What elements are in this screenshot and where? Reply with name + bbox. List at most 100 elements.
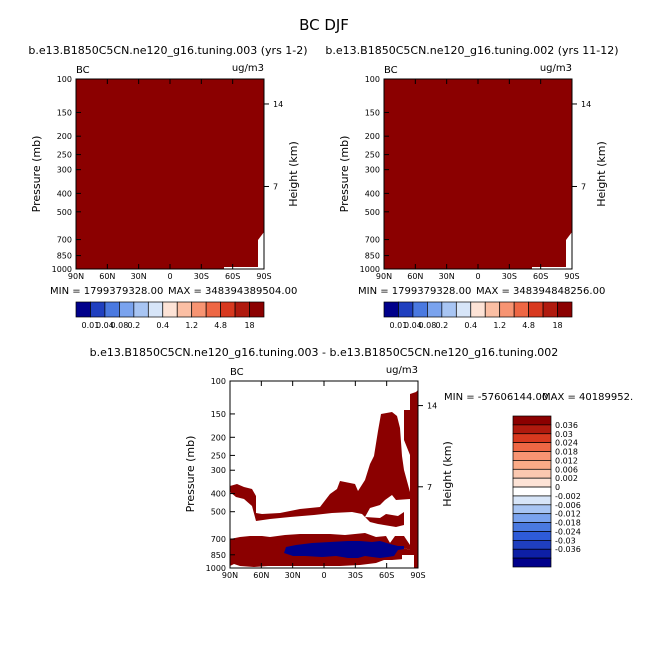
panel-1-y-ticks: 100 150 200 250 300 400 500 700 850 1000: [52, 75, 81, 274]
height-tick-label: 14: [427, 402, 437, 411]
x-tick-label: 60N: [253, 571, 269, 580]
y-tick-label: 700: [211, 535, 226, 544]
y-tick-label: 300: [365, 166, 380, 175]
colorbar-swatch: [427, 301, 443, 318]
x-tick-label: 0: [475, 272, 480, 281]
colorbar-label: 0.04: [404, 321, 422, 330]
x-tick-label: 0: [167, 272, 172, 281]
x-tick-label: 30S: [502, 272, 517, 281]
y-tick-label: 200: [365, 132, 380, 141]
colorbar-swatch: [512, 451, 552, 461]
panel-2-min: MIN = 1799379328.00: [358, 286, 471, 297]
colorbar-label: 0.2: [127, 321, 140, 330]
colorbar-label: 0.01: [82, 321, 100, 330]
colorbar-swatch: [176, 301, 193, 318]
colorbar-swatch: [104, 301, 120, 318]
y-tick-label: 1000: [52, 265, 72, 274]
y-tick-label: 500: [365, 208, 380, 217]
y-tick-label: 250: [211, 451, 226, 460]
panel-2-y-ticks: 100 150 200 250 300 400 500 700 850 1000: [360, 75, 389, 274]
colorbar-label: -0.012: [555, 510, 581, 519]
y-tick-label: 200: [211, 433, 226, 442]
panel-2-left-label: BC: [384, 65, 398, 76]
y-tick-label: 100: [57, 75, 72, 84]
panel-3-height-ticks: 14 7: [418, 402, 437, 492]
panel-3-y-ticks: 100 150 200 250 300 400 500 700 850 1000: [206, 377, 235, 573]
panel-1-min: MIN = 1799379328.00: [50, 286, 163, 297]
y-tick-label: 300: [57, 166, 72, 175]
height-tick-label: 14: [581, 100, 591, 109]
panel-2-max: MAX = 348394848256.00: [476, 286, 605, 297]
panel-1-max: MAX = 348394389504.00: [168, 286, 297, 297]
colorbar-label: 0.01: [390, 321, 408, 330]
colorbar-label: -0.018: [555, 519, 581, 528]
panel-3-min: MIN = -57606144.00: [444, 392, 548, 403]
colorbar-label: 4.8: [214, 321, 227, 330]
colorbar-swatch: [512, 486, 552, 497]
x-tick-label: 30N: [285, 571, 301, 580]
panel-2-colorbar: 0.010.040.08 0.2 0.4 1.2 4.8 18: [383, 301, 573, 330]
colorbar-label: 4.8: [522, 321, 535, 330]
panel-2-field: [384, 79, 572, 269]
colorbar-swatch: [512, 531, 552, 541]
x-tick-label: 90S: [410, 571, 425, 580]
panel-2: b.e13.B1850C5CN.ne120_g16.tuning.002 (yr…: [325, 44, 618, 330]
y-tick-label: 700: [57, 236, 72, 245]
colorbar-swatch: [512, 495, 552, 506]
panel-3-x-ticks: 90N 60N 30N 0 30S 60S 90S: [222, 381, 426, 580]
colorbar-swatch: [398, 301, 414, 318]
x-tick-label: 0: [321, 571, 326, 580]
height-tick-label: 7: [273, 182, 278, 191]
y-tick-label: 150: [365, 108, 380, 117]
y-tick-label: 500: [57, 208, 72, 217]
colorbar-label: 0.08: [110, 321, 128, 330]
colorbar-label: 0.03: [555, 430, 573, 439]
colorbar-label: 0.08: [418, 321, 436, 330]
x-tick-label: 60S: [533, 272, 548, 281]
x-tick-label: 30N: [439, 272, 455, 281]
panel-1-unit-label: ug/m3: [232, 63, 264, 74]
colorbar-swatch: [205, 301, 221, 318]
panel-3-title: b.e13.B1850C5CN.ne120_g16.tuning.003 - b…: [90, 346, 559, 359]
y-tick-label: 500: [211, 508, 226, 517]
y-tick-label: 150: [211, 410, 226, 419]
x-tick-label: 90S: [256, 272, 271, 281]
panel-1-ylabel: Pressure (mb): [30, 136, 43, 213]
y-tick-label: 150: [57, 108, 72, 117]
height-tick-label: 14: [273, 100, 283, 109]
panel-3-colorbar: 0.0360.030.0240.0180.0120.0060.0020-0.00…: [512, 415, 581, 568]
colorbar-swatch: [75, 301, 91, 318]
colorbar-label: 0.006: [555, 465, 578, 474]
x-tick-label: 60S: [379, 571, 394, 580]
colorbar-swatch: [133, 301, 149, 318]
colorbar-swatch: [512, 504, 552, 515]
panel-1-left-label: BC: [76, 65, 90, 76]
colorbar-label: 0: [555, 483, 560, 492]
panel-1: b.e13.B1850C5CN.ne120_g16.tuning.003 (yr…: [28, 44, 307, 330]
colorbar-label: -0.024: [555, 527, 581, 536]
colorbar-swatch: [528, 301, 544, 318]
panel-3-ylabel-right: Height (km): [441, 441, 454, 507]
panel-2-height-ticks: 14 7: [572, 100, 591, 191]
y-tick-label: 850: [211, 551, 226, 560]
colorbar-label: 0.012: [555, 456, 578, 465]
colorbar-label: -0.03: [555, 536, 576, 545]
y-tick-label: 1000: [206, 564, 226, 573]
colorbar-swatch: [162, 301, 178, 318]
x-tick-label: 60N: [407, 272, 423, 281]
panel-2-ylabel: Pressure (mb): [338, 136, 351, 213]
colorbar-label: 0.036: [555, 421, 578, 430]
colorbar-swatch: [512, 433, 552, 443]
colorbar-swatch: [499, 301, 515, 318]
colorbar-swatch: [512, 415, 552, 426]
colorbar-swatch: [191, 301, 207, 318]
colorbar-swatch: [484, 301, 501, 318]
panel-3: b.e13.B1850C5CN.ne120_g16.tuning.003 - b…: [90, 346, 633, 580]
y-tick-label: 850: [57, 252, 72, 261]
y-tick-label: 200: [57, 132, 72, 141]
colorbar-swatch: [512, 522, 552, 532]
y-tick-label: 300: [211, 466, 226, 475]
panel-3-ylabel: Pressure (mb): [184, 436, 197, 513]
panel-1-field: [76, 79, 264, 269]
